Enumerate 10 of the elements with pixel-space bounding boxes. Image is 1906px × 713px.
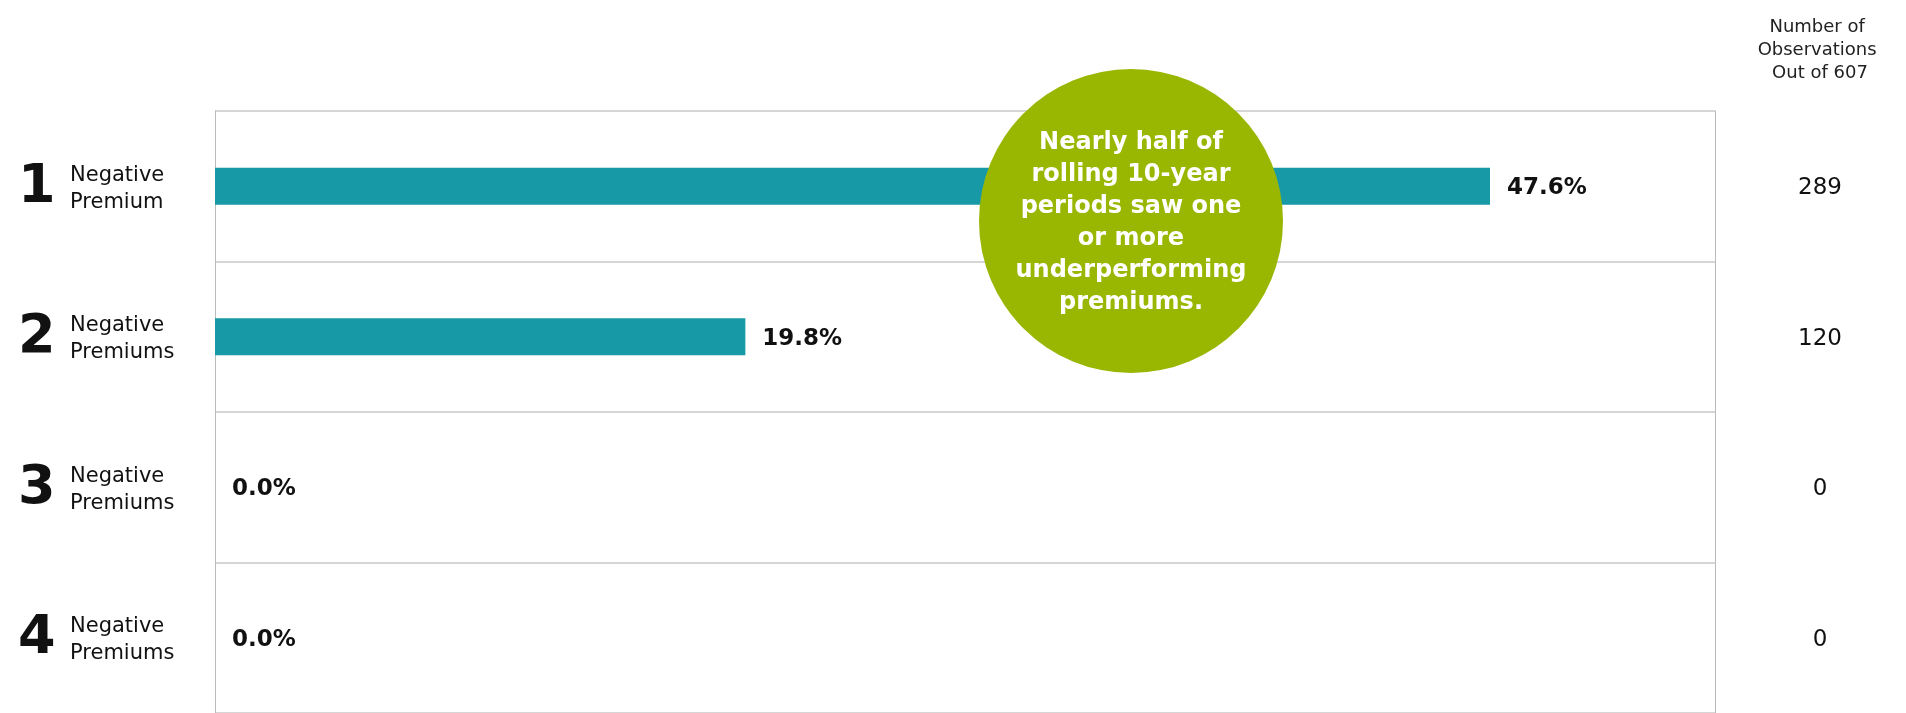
text: Number of Observations Out of 607: [1757, 15, 1883, 82]
data-label: 0.0%: [232, 474, 296, 501]
text: 0: [1812, 474, 1828, 501]
data-label: 19.8%: [762, 323, 843, 350]
text: 0: [1812, 624, 1828, 651]
annotation: Nearly half of rolling 10-year periods saw one or more underperforming premiums.: [1015, 126, 1247, 317]
data-label: 0.0%: [232, 624, 296, 651]
text: 120: [1798, 323, 1842, 350]
data-label: 47.6%: [1507, 173, 1587, 200]
text: 289: [1798, 173, 1842, 200]
